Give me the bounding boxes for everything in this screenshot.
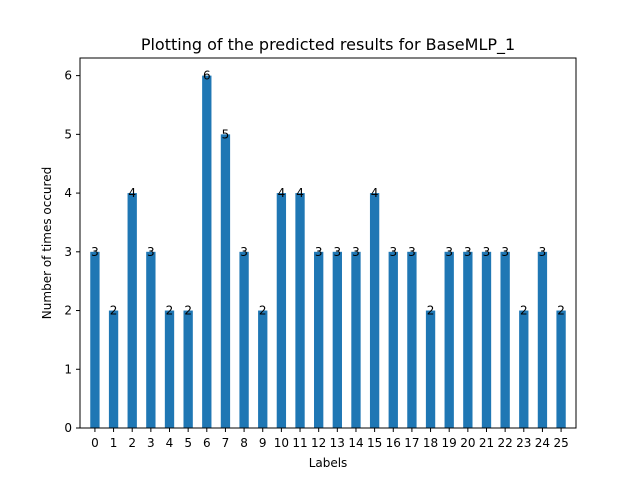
bar-14 [351, 251, 361, 428]
y-tick-label: 4 [64, 186, 72, 200]
x-tick-label: 6 [203, 436, 211, 450]
data-label-24: 3 [539, 245, 547, 259]
x-tick-label: 22 [498, 436, 513, 450]
x-tick-label: 24 [535, 436, 550, 450]
bar-7 [220, 134, 231, 428]
x-axis-ticks: 0 1 2 3 4 5 6 7 8 9 10 11 12 13 14 15 16 17 18 19 20 21 22 23 24… [91, 428, 569, 450]
data-label-12: 3 [315, 245, 323, 259]
bar-9 [258, 310, 268, 428]
data-label-9: 2 [259, 304, 267, 318]
bar-22 [500, 251, 510, 428]
bar-20 [463, 251, 473, 428]
x-tick-label: 21 [479, 436, 494, 450]
x-tick-label: 11 [292, 436, 307, 450]
bar-18 [425, 310, 436, 428]
y-tick-label: 5 [64, 127, 72, 141]
data-label-3: 3 [147, 245, 155, 259]
bar-0 [90, 251, 100, 428]
bar-6 [202, 75, 212, 428]
bar-4 [164, 310, 175, 428]
x-tick-label: 20 [460, 436, 475, 450]
x-tick-label: 7 [222, 436, 230, 450]
x-tick-label: 13 [330, 436, 345, 450]
bar-23 [519, 310, 529, 428]
plot-frame [79, 57, 577, 429]
data-label-0: 3 [91, 245, 99, 259]
data-label-20: 3 [464, 245, 472, 259]
bar-21 [481, 251, 492, 428]
data-label-10: 4 [278, 186, 286, 200]
x-tick-label: 1 [110, 436, 118, 450]
bar-13 [332, 251, 342, 428]
data-label-17: 3 [408, 245, 416, 259]
x-axis-label: Labels [309, 456, 348, 470]
data-label-18: 2 [427, 304, 435, 318]
y-axis-ticks: 0 1 2 3 4 5 6 [64, 69, 80, 435]
y-tick-label: 6 [64, 69, 72, 83]
y-tick-label: 0 [64, 421, 72, 435]
x-tick-label: 23 [516, 436, 531, 450]
bars-group [90, 75, 566, 428]
bar-12 [314, 251, 324, 428]
y-axis-label: Number of times occured [40, 167, 54, 319]
bar-10 [276, 193, 287, 428]
bar-15 [369, 193, 380, 428]
x-tick-label: 14 [348, 436, 363, 450]
data-label-22: 3 [501, 245, 509, 259]
x-tick-label: 4 [166, 436, 174, 450]
bar-2 [127, 193, 137, 428]
data-label-5: 2 [184, 304, 192, 318]
bar-16 [388, 251, 398, 428]
y-tick-label: 2 [64, 304, 72, 318]
data-label-21: 3 [483, 245, 491, 259]
data-label-7: 5 [222, 127, 230, 141]
x-tick-label: 5 [184, 436, 192, 450]
x-tick-label: 10 [274, 436, 289, 450]
x-tick-label: 17 [404, 436, 419, 450]
data-label-11: 4 [296, 186, 304, 200]
data-label-1: 2 [110, 304, 118, 318]
bar-3 [146, 251, 156, 428]
data-label-25: 2 [557, 304, 565, 318]
bar-8 [239, 251, 249, 428]
data-label-4: 2 [166, 304, 174, 318]
x-tick-label: 15 [367, 436, 382, 450]
bar-1 [108, 310, 119, 428]
bar-17 [407, 251, 417, 428]
chart-title: Plotting of the predicted results for Ba… [141, 35, 515, 55]
x-tick-label: 16 [386, 436, 401, 450]
data-label-23: 2 [520, 304, 528, 318]
y-tick-label: 3 [64, 245, 72, 259]
bar-11 [295, 193, 305, 428]
bar-25 [556, 310, 566, 428]
data-label-8: 3 [240, 245, 248, 259]
data-label-15: 4 [371, 186, 379, 200]
data-label-6: 6 [203, 69, 211, 83]
x-tick-label: 18 [423, 436, 438, 450]
bar-5 [183, 310, 193, 428]
x-tick-label: 3 [147, 436, 155, 450]
x-tick-label: 9 [259, 436, 267, 450]
x-tick-label: 0 [91, 436, 99, 450]
data-label-2: 4 [128, 186, 136, 200]
data-label-14: 3 [352, 245, 360, 259]
data-label-16: 3 [389, 245, 397, 259]
x-tick-label: 25 [553, 436, 568, 450]
bar-19 [444, 251, 454, 428]
bar-24 [537, 251, 548, 428]
x-tick-label: 19 [442, 436, 457, 450]
x-tick-label: 8 [240, 436, 248, 450]
y-tick-label: 1 [64, 362, 72, 376]
x-tick-label: 12 [311, 436, 326, 450]
data-label-19: 3 [445, 245, 453, 259]
x-tick-label: 2 [128, 436, 136, 450]
data-label-13: 3 [334, 245, 342, 259]
